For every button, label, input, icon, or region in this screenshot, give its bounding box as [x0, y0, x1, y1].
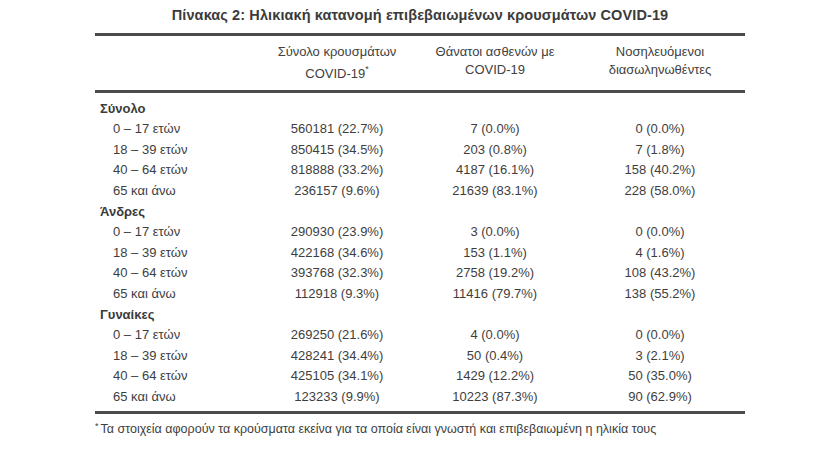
deaths-cell: 4 (0.0%) — [415, 325, 575, 346]
intubated-cell: 0 (0.0%) — [575, 325, 745, 346]
table-header-cases-line2: COVID-19* — [259, 61, 415, 83]
table-row: 40 – 64 ετών 393768 (32.3%) 2758 (19.2%)… — [95, 263, 745, 284]
footnote-text: Τα στοιχεία αφορούν τα κρούσματα εκείνα … — [101, 422, 657, 436]
table-row: 0 – 17 ετών 560181 (22.7%) 7 (0.0%) 0 (0… — [95, 119, 745, 140]
cases-cell: 269250 (21.6%) — [259, 325, 415, 346]
intubated-cell: 7 (1.8%) — [575, 140, 745, 161]
table-footnote: *Τα στοιχεία αφορούν τα κρούσματα εκείνα… — [95, 421, 840, 436]
deaths-cell: 2758 (19.2%) — [415, 263, 575, 284]
age-group-label: 65 και άνω — [95, 387, 259, 408]
table-row: 65 και άνω 236157 (9.6%) 21639 (83.1%) 2… — [95, 181, 745, 202]
deaths-cell: 4187 (16.1%) — [415, 160, 575, 181]
intubated-cell: 90 (62.9%) — [575, 387, 745, 408]
deaths-cell: 203 (0.8%) — [415, 140, 575, 161]
age-group-label: 65 και άνω — [95, 284, 259, 305]
table-header-deaths-line2: COVID-19 — [415, 61, 575, 79]
page-title: Πίνακας 2: Ηλικιακή κατανομή επιβεβαιωμέ… — [0, 0, 840, 23]
intubated-cell: 108 (43.2%) — [575, 263, 745, 284]
cases-cell: 428241 (34.4%) — [259, 346, 415, 367]
age-group-label: 40 – 64 ετών — [95, 160, 259, 181]
age-group-label: 65 και άνω — [95, 181, 259, 202]
table-row: 40 – 64 ετών 425105 (34.1%) 1429 (12.2%)… — [95, 366, 745, 387]
deaths-cell: 1429 (12.2%) — [415, 366, 575, 387]
cases-cell: 850415 (34.5%) — [259, 140, 415, 161]
table-row: 40 – 64 ετών 818888 (33.2%) 4187 (16.1%)… — [95, 160, 745, 181]
table-row: 18 – 39 ετών 428241 (34.4%) 50 (0.4%) 3 … — [95, 346, 745, 367]
deaths-cell: 3 (0.0%) — [415, 222, 575, 243]
section-label: Σύνολο — [95, 98, 745, 119]
section-label: Γυναίκες — [95, 304, 745, 325]
age-group-label: 40 – 64 ετών — [95, 366, 259, 387]
cases-cell: 818888 (33.2%) — [259, 160, 415, 181]
footnote-marker: * — [95, 421, 99, 431]
age-group-label: 18 – 39 ετών — [95, 346, 259, 367]
intubated-cell: 50 (35.0%) — [575, 366, 745, 387]
table-header-cases: Σύνολο κρουσμάτων COVID-19* — [259, 43, 415, 82]
table-header-empty — [95, 43, 259, 82]
table-header-row: Σύνολο κρουσμάτων COVID-19* Θάνατοι ασθε… — [95, 36, 745, 93]
deaths-cell: 153 (1.1%) — [415, 243, 575, 264]
table-header-intubated: Νοσηλευόμενοι διασωληνωθέντες — [575, 43, 745, 82]
cases-cell: 112918 (9.3%) — [259, 284, 415, 305]
table-row: 18 – 39 ετών 422168 (34.6%) 153 (1.1%) 4… — [95, 243, 745, 264]
table-body: Σύνολο 0 – 17 ετών 560181 (22.7%) 7 (0.0… — [95, 93, 745, 411]
age-group-label: 0 – 17 ετών — [95, 325, 259, 346]
intubated-cell: 0 (0.0%) — [575, 222, 745, 243]
table-row: 0 – 17 ετών 290930 (23.9%) 3 (0.0%) 0 (0… — [95, 222, 745, 243]
deaths-cell: 50 (0.4%) — [415, 346, 575, 367]
intubated-cell: 4 (1.6%) — [575, 243, 745, 264]
cases-cell: 123233 (9.9%) — [259, 387, 415, 408]
table-header-deaths-line1: Θάνατοι ασθενών με — [415, 43, 575, 61]
table-header-cases-line1: Σύνολο κρουσμάτων — [259, 43, 415, 61]
age-group-label: 0 – 17 ετών — [95, 222, 259, 243]
table-row: 0 – 17 ετών 269250 (21.6%) 4 (0.0%) 0 (0… — [95, 325, 745, 346]
deaths-cell: 11416 (79.7%) — [415, 284, 575, 305]
intubated-cell: 138 (55.2%) — [575, 284, 745, 305]
intubated-cell: 3 (2.1%) — [575, 346, 745, 367]
age-group-label: 18 – 39 ετών — [95, 243, 259, 264]
cases-cell: 290930 (23.9%) — [259, 222, 415, 243]
table-row: 18 – 39 ετών 850415 (34.5%) 203 (0.8%) 7… — [95, 140, 745, 161]
age-group-label: 40 – 64 ετών — [95, 263, 259, 284]
section-label: Άνδρες — [95, 201, 745, 222]
table-row: 65 και άνω 112918 (9.3%) 11416 (79.7%) 1… — [95, 284, 745, 305]
cases-cell: 236157 (9.6%) — [259, 181, 415, 202]
age-group-label: 18 – 39 ετών — [95, 140, 259, 161]
table-header-intubated-line2: διασωληνωθέντες — [575, 61, 745, 79]
intubated-cell: 228 (58.0%) — [575, 181, 745, 202]
footnote-reference-marker: * — [365, 64, 369, 74]
intubated-cell: 158 (40.2%) — [575, 160, 745, 181]
cases-cell: 422168 (34.6%) — [259, 243, 415, 264]
table-header-deaths: Θάνατοι ασθενών με COVID-19 — [415, 43, 575, 82]
deaths-cell: 21639 (83.1%) — [415, 181, 575, 202]
age-group-label: 0 – 17 ετών — [95, 119, 259, 140]
cases-cell: 560181 (22.7%) — [259, 119, 415, 140]
intubated-cell: 0 (0.0%) — [575, 119, 745, 140]
table-row: 65 και άνω 123233 (9.9%) 10223 (87.3%) 9… — [95, 387, 745, 408]
deaths-cell: 7 (0.0%) — [415, 119, 575, 140]
table-header-intubated-line1: Νοσηλευόμενοι — [575, 43, 745, 61]
covid-age-distribution-table: Σύνολο κρουσμάτων COVID-19* Θάνατοι ασθε… — [95, 33, 745, 414]
deaths-cell: 10223 (87.3%) — [415, 387, 575, 408]
page: Πίνακας 2: Ηλικιακή κατανομή επιβεβαιωμέ… — [0, 0, 840, 454]
cases-cell: 425105 (34.1%) — [259, 366, 415, 387]
cases-cell: 393768 (32.3%) — [259, 263, 415, 284]
